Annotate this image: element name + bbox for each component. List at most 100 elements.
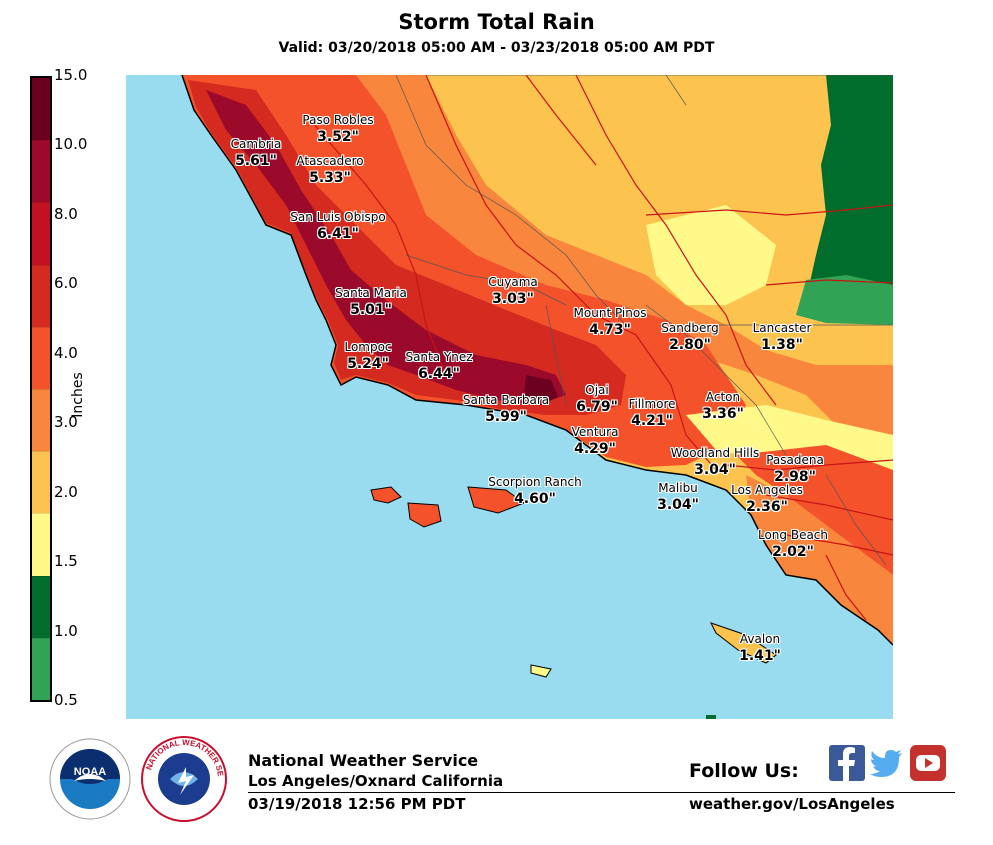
station-rainfall: 3.03"	[492, 291, 534, 307]
color-bin	[32, 513, 50, 576]
station-label[interactable]: Woodland Hills 3.04"	[671, 446, 759, 478]
website-link[interactable]: weather.gov/LosAngeles	[689, 795, 895, 813]
youtube-icon[interactable]	[910, 745, 946, 781]
station-name: Long Beach	[757, 528, 829, 542]
org-name: National Weather Service	[248, 751, 479, 770]
scale-tick-label: 6.0	[54, 274, 78, 292]
station-name: San Luis Obispo	[290, 210, 386, 224]
station-name: Atascadero	[296, 154, 364, 168]
station-name: Cuyama	[488, 275, 538, 289]
station-name: Lancaster	[752, 321, 812, 335]
channel-islands	[370, 486, 777, 678]
noaa-logo-text: NOAA	[74, 766, 106, 778]
station-name: Acton	[705, 390, 741, 404]
station-label[interactable]: Santa Ynez 6.44"	[405, 350, 472, 382]
station-name: Santa Maria	[335, 286, 407, 300]
station-label[interactable]: Ventura 4.29"	[572, 425, 619, 457]
station-label[interactable]: Ojai 6.79"	[576, 383, 618, 415]
station-label[interactable]: Scorpion Ranch 4.60"	[488, 475, 581, 507]
station-label[interactable]: Los Angeles 2.36"	[731, 483, 803, 515]
rainfall-map[interactable]	[126, 75, 893, 719]
color-bin	[32, 326, 50, 389]
station-rainfall: 3.04"	[657, 497, 699, 513]
map-title: Storm Total Rain	[398, 10, 595, 34]
follow-us-label: Follow Us:	[689, 760, 799, 782]
noaa-logo[interactable]: NOAA	[48, 737, 132, 821]
station-label[interactable]: Avalon 1.41"	[739, 632, 781, 664]
station-label[interactable]: Sandberg 2.80"	[661, 321, 719, 353]
map-edge-land	[706, 715, 716, 719]
station-name: Avalon	[739, 632, 781, 646]
station-label[interactable]: Lompoc 5.24"	[344, 340, 391, 372]
county-boundaries	[395, 75, 893, 566]
station-rainfall: 2.80"	[669, 337, 711, 353]
station-name: Malibu	[658, 481, 698, 495]
station-name: Cambria	[230, 137, 282, 151]
station-rainfall: 6.41"	[317, 226, 359, 242]
station-label[interactable]: Cuyama 3.03"	[488, 275, 537, 307]
station-rainfall: 1.38"	[761, 337, 803, 353]
scale-tick-label: 10.0	[54, 135, 88, 153]
color-bin	[32, 264, 50, 327]
color-bin	[32, 451, 50, 514]
station-label[interactable]: Atascadero 5.33"	[296, 154, 363, 186]
station-rainfall: 3.36"	[702, 406, 744, 422]
station-label[interactable]: Long Beach 2.02"	[758, 528, 828, 560]
station-label[interactable]: Santa Barbara 5.99"	[463, 393, 549, 425]
station-rainfall: 4.29"	[574, 441, 616, 457]
station-rainfall: 4.21"	[631, 413, 673, 429]
station-label[interactable]: Lancaster 1.38"	[753, 321, 812, 353]
station-rainfall: 5.99"	[485, 409, 527, 425]
color-bin	[32, 140, 50, 203]
land-rain-shading	[182, 75, 893, 645]
valid-period: Valid: 03/20/2018 05:00 AM - 03/23/2018 …	[278, 40, 715, 56]
scale-tick-label: 1.0	[54, 622, 78, 640]
noaa-logo-bird	[74, 774, 106, 781]
color-bin	[32, 637, 50, 700]
station-label[interactable]: Paso Robles 3.52"	[302, 113, 373, 145]
station-name: Mount Pinos	[573, 306, 647, 320]
color-scale-bar	[30, 76, 52, 702]
scale-tick-label: 1.5	[54, 552, 78, 570]
station-label[interactable]: San Luis Obispo 6.41"	[290, 210, 385, 242]
office-name: Los Angeles/Oxnard California	[248, 772, 504, 790]
station-label[interactable]: Cambria 5.61"	[231, 137, 282, 169]
footer-divider	[248, 792, 955, 793]
station-name: Santa Ynez	[405, 350, 473, 364]
station-label[interactable]: Malibu 3.04"	[657, 481, 699, 513]
scale-tick-label: 4.0	[54, 344, 78, 362]
scale-tick-label: 8.0	[54, 205, 78, 223]
station-name: Woodland Hills	[670, 446, 760, 460]
station-label[interactable]: Pasadena 2.98"	[766, 453, 824, 485]
station-rainfall: 3.52"	[317, 129, 359, 145]
color-bin	[32, 575, 50, 638]
station-rainfall: 6.44"	[418, 366, 460, 382]
station-name: Ventura	[571, 425, 619, 439]
station-label[interactable]: Santa Maria 5.01"	[335, 286, 407, 318]
station-rainfall: 2.36"	[746, 499, 788, 515]
scale-tick-label: 15.0	[54, 66, 88, 84]
station-rainfall: 5.01"	[350, 302, 392, 318]
color-bin	[32, 78, 50, 141]
station-label[interactable]: Mount Pinos 4.73"	[574, 306, 647, 338]
nws-seal[interactable]: NATIONAL WEATHER SERVICE	[140, 735, 228, 823]
station-rainfall: 4.60"	[514, 491, 556, 507]
station-rainfall: 3.04"	[694, 462, 736, 478]
station-name: Santa Barbara	[462, 393, 550, 407]
station-rainfall: 5.33"	[309, 170, 351, 186]
station-rainfall: 5.61"	[235, 153, 277, 169]
station-rainfall: 2.98"	[774, 469, 816, 485]
station-name: Fillmore	[628, 397, 676, 411]
highways	[305, 75, 893, 621]
station-name: Scorpion Ranch	[488, 475, 582, 489]
facebook-icon[interactable]	[829, 745, 865, 781]
station-name: Los Angeles	[731, 483, 803, 497]
station-rainfall: 2.02"	[772, 544, 814, 560]
station-rainfall: 4.73"	[589, 322, 631, 338]
twitter-icon[interactable]	[868, 745, 904, 781]
station-label[interactable]: Acton 3.36"	[702, 390, 744, 422]
scale-tick-label: 0.5	[54, 691, 78, 709]
station-name: Pasadena	[766, 453, 824, 467]
station-label[interactable]: Fillmore 4.21"	[628, 397, 675, 429]
station-name: Lompoc	[344, 340, 392, 354]
